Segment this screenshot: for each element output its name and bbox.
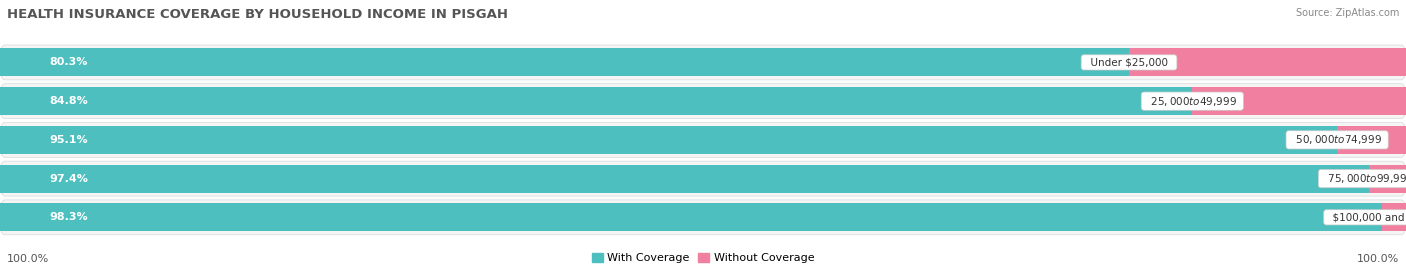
Legend: With Coverage, Without Coverage: With Coverage, Without Coverage: [592, 253, 814, 263]
Bar: [0, 48, 1129, 76]
Text: 95.1%: 95.1%: [49, 135, 87, 145]
Text: $25,000 to $49,999: $25,000 to $49,999: [1144, 95, 1240, 108]
Text: Source: ZipAtlas.com: Source: ZipAtlas.com: [1295, 8, 1399, 18]
Bar: [1129, 48, 1406, 76]
FancyBboxPatch shape: [0, 200, 1406, 235]
FancyBboxPatch shape: [0, 161, 1406, 196]
Bar: [1337, 126, 1406, 154]
Text: 97.4%: 97.4%: [49, 174, 89, 184]
Text: 100.0%: 100.0%: [7, 254, 49, 264]
Text: 84.8%: 84.8%: [49, 96, 89, 106]
Text: 98.3%: 98.3%: [49, 212, 87, 222]
Bar: [1382, 203, 1406, 231]
Bar: [1192, 87, 1406, 115]
Text: $50,000 to $74,999: $50,000 to $74,999: [1289, 133, 1385, 146]
Text: $75,000 to $99,999: $75,000 to $99,999: [1322, 172, 1406, 185]
Bar: [1369, 165, 1406, 193]
Text: 100.0%: 100.0%: [1357, 254, 1399, 264]
Text: 80.3%: 80.3%: [49, 57, 87, 68]
Bar: [0, 87, 1192, 115]
FancyBboxPatch shape: [0, 45, 1406, 80]
Text: HEALTH INSURANCE COVERAGE BY HOUSEHOLD INCOME IN PISGAH: HEALTH INSURANCE COVERAGE BY HOUSEHOLD I…: [7, 8, 508, 21]
Text: $100,000 and over: $100,000 and over: [1326, 212, 1406, 222]
Bar: [0, 203, 1382, 231]
FancyBboxPatch shape: [0, 122, 1406, 157]
Bar: [0, 126, 1337, 154]
Text: Under $25,000: Under $25,000: [1084, 57, 1174, 68]
Bar: [0, 165, 1369, 193]
FancyBboxPatch shape: [0, 84, 1406, 119]
